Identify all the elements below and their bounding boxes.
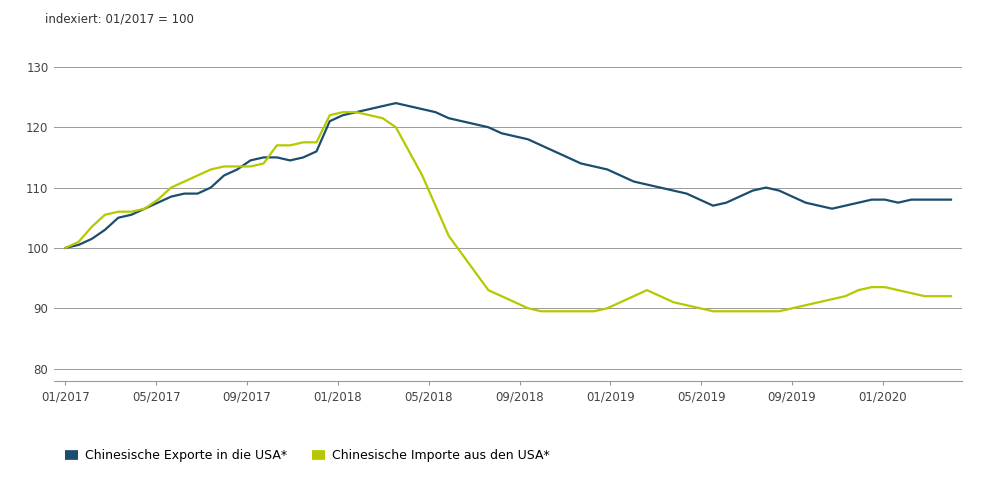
Text: indexiert: 01/2017 = 100: indexiert: 01/2017 = 100 bbox=[45, 13, 193, 25]
Legend: Chinesische Exporte in die USA*, Chinesische Importe aus den USA*: Chinesische Exporte in die USA*, Chinesi… bbox=[60, 444, 555, 468]
